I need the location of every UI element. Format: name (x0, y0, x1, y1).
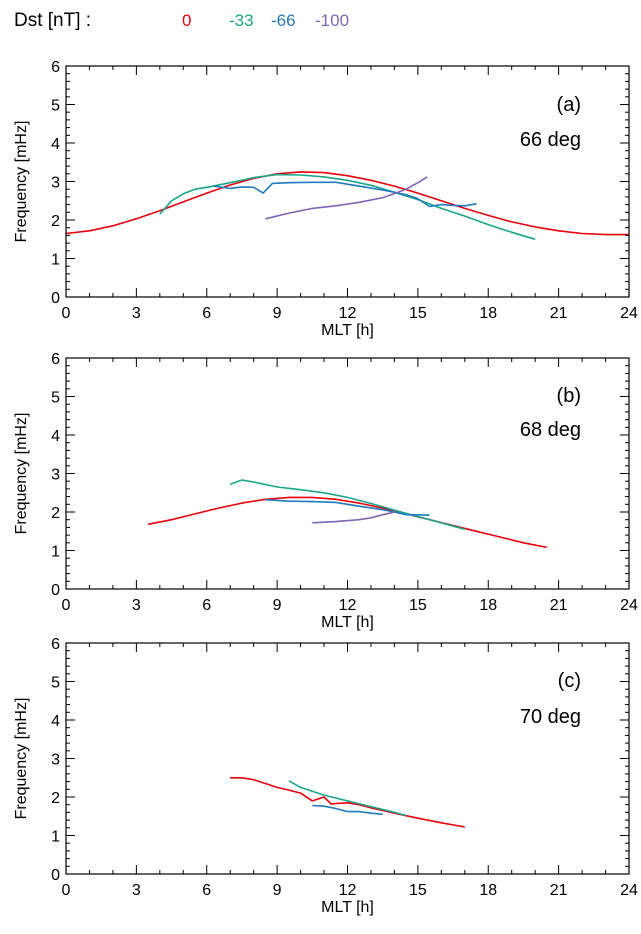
latitude-label: 68 deg (520, 419, 581, 441)
series-line-a-2 (213, 181, 477, 208)
y-tick-label: 4 (51, 428, 60, 445)
x-tick-label: 3 (132, 597, 141, 614)
y-axis-label: Frequency [mHz] (13, 698, 30, 820)
y-tick-label: 2 (51, 505, 60, 522)
latitude-label: 70 deg (520, 706, 581, 728)
x-tick-label: 18 (479, 305, 497, 322)
x-tick-label: 21 (550, 882, 568, 899)
plot-frame-a (65, 65, 630, 298)
y-tick-label: 5 (51, 675, 60, 692)
series-line-a-3 (265, 176, 428, 220)
x-tick-label: 3 (132, 882, 141, 899)
x-axis-label: MLT [h] (321, 322, 374, 339)
series-line-b-2 (265, 498, 430, 516)
y-tick-label: 5 (51, 98, 60, 115)
y-axis-label: Frequency [mHz] (13, 121, 30, 243)
y-tick-label: 0 (51, 582, 60, 599)
x-tick-label: 12 (339, 305, 357, 322)
legend-entry-0: 0 (182, 11, 191, 30)
series-line-b-1 (229, 479, 466, 531)
y-tick-label: 5 (51, 390, 60, 407)
legend-entry-100: -100 (315, 11, 349, 30)
x-axis-label: MLT [h] (321, 899, 374, 916)
x-tick-label: 6 (202, 882, 211, 899)
y-axis-label: Frequency [mHz] (13, 413, 30, 535)
legend: Dst [nT] : 0 -33 -66 -100 (14, 10, 349, 31)
y-tick-label: 0 (51, 290, 60, 307)
x-tick-label: 18 (479, 597, 497, 614)
x-tick-label: 15 (409, 597, 427, 614)
x-tick-label: 18 (479, 882, 497, 899)
x-tick-label: 9 (273, 882, 282, 899)
y-tick-label: 1 (51, 829, 60, 846)
series-line-c-1 (288, 780, 407, 817)
y-tick-label: 4 (51, 136, 60, 153)
y-tick-label: 1 (51, 252, 60, 269)
panel-label: (c) (558, 670, 581, 692)
x-tick-label: 24 (620, 597, 638, 614)
series-line-c-2 (312, 804, 383, 816)
y-tick-label: 6 (51, 636, 60, 653)
x-tick-label: 21 (550, 305, 568, 322)
x-tick-label: 24 (620, 305, 638, 322)
legend-entry-66: -66 (271, 11, 296, 30)
x-tick-label: 6 (202, 305, 211, 322)
latitude-label: 66 deg (520, 129, 581, 151)
series-line-b-3 (312, 511, 395, 524)
plot-frame-b (65, 357, 630, 590)
panel-label: (b) (557, 385, 581, 407)
y-tick-label: 0 (51, 867, 60, 884)
x-tick-label: 15 (409, 305, 427, 322)
x-tick-label: 15 (409, 882, 427, 899)
x-tick-label: 0 (62, 597, 71, 614)
legend-entry-33: -33 (229, 11, 254, 30)
x-tick-label: 0 (62, 305, 71, 322)
y-tick-label: 6 (51, 59, 60, 76)
series-line-c-0 (230, 776, 465, 828)
x-tick-label: 6 (202, 597, 211, 614)
series-line-b-0 (147, 496, 548, 549)
y-tick-label: 2 (51, 213, 60, 230)
y-tick-label: 3 (51, 467, 60, 484)
legend-title: Dst [nT] : (14, 10, 91, 31)
x-tick-label: 12 (339, 597, 357, 614)
y-tick-label: 3 (51, 175, 60, 192)
y-tick-label: 1 (51, 544, 60, 561)
series-line-a-0 (65, 171, 629, 236)
x-tick-label: 9 (273, 597, 282, 614)
x-tick-label: 24 (620, 882, 638, 899)
y-tick-label: 4 (51, 713, 60, 730)
series-line-a-1 (159, 173, 536, 241)
y-tick-label: 3 (51, 752, 60, 769)
x-tick-label: 9 (273, 305, 282, 322)
x-tick-label: 0 (62, 882, 71, 899)
x-tick-label: 21 (550, 597, 568, 614)
x-tick-label: 3 (132, 305, 141, 322)
x-axis-label: MLT [h] (321, 614, 374, 631)
y-tick-label: 6 (51, 351, 60, 368)
panel-label: (a) (557, 94, 581, 116)
y-tick-label: 2 (51, 790, 60, 807)
plot-frame-c (65, 642, 630, 875)
x-tick-label: 12 (339, 882, 357, 899)
